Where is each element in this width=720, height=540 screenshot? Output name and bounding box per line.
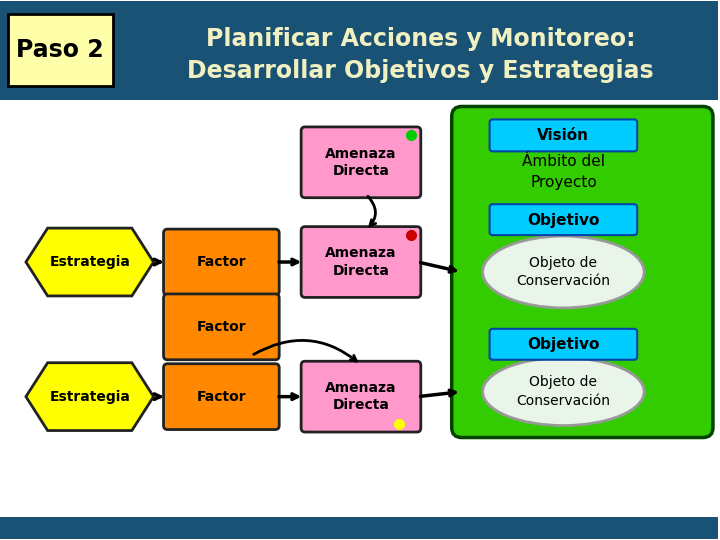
Bar: [0, 517, 718, 539]
Text: Objetivo: Objetivo: [527, 338, 600, 352]
Text: Factor: Factor: [197, 320, 246, 334]
Text: Estrategia: Estrategia: [49, 255, 130, 269]
FancyBboxPatch shape: [490, 204, 637, 235]
FancyBboxPatch shape: [163, 294, 279, 360]
Polygon shape: [26, 363, 153, 430]
FancyBboxPatch shape: [490, 119, 637, 151]
Ellipse shape: [482, 357, 644, 426]
Text: Planificar Acciones y Monitoreo:: Planificar Acciones y Monitoreo:: [206, 26, 636, 51]
Text: Objeto de
Conservación: Objeto de Conservación: [516, 256, 611, 288]
Text: Paso 2: Paso 2: [16, 38, 104, 62]
Text: Amenaza
Directa: Amenaza Directa: [325, 147, 397, 178]
Text: Estrategia: Estrategia: [49, 390, 130, 403]
FancyBboxPatch shape: [301, 361, 420, 432]
FancyBboxPatch shape: [301, 127, 420, 198]
Text: Amenaza
Directa: Amenaza Directa: [325, 381, 397, 412]
Text: Factor: Factor: [197, 255, 246, 269]
FancyBboxPatch shape: [490, 329, 637, 360]
Ellipse shape: [482, 236, 644, 308]
Text: Amenaza
Directa: Amenaza Directa: [325, 246, 397, 278]
FancyBboxPatch shape: [163, 229, 279, 295]
Text: Objeto de
Conservación: Objeto de Conservación: [516, 375, 611, 408]
FancyBboxPatch shape: [451, 106, 713, 437]
FancyBboxPatch shape: [163, 364, 279, 429]
FancyBboxPatch shape: [301, 227, 420, 298]
Text: Objetivo: Objetivo: [527, 213, 600, 228]
Text: Ámbito del
Proyecto: Ámbito del Proyecto: [522, 154, 605, 190]
Text: Factor: Factor: [197, 390, 246, 403]
Bar: [0, 100, 718, 517]
Polygon shape: [26, 228, 153, 296]
Text: Visión: Visión: [537, 128, 590, 143]
Bar: [8, 14, 112, 85]
Text: Desarrollar Objetivos y Estrategias: Desarrollar Objetivos y Estrategias: [187, 58, 654, 83]
Bar: [0, 1, 718, 100]
